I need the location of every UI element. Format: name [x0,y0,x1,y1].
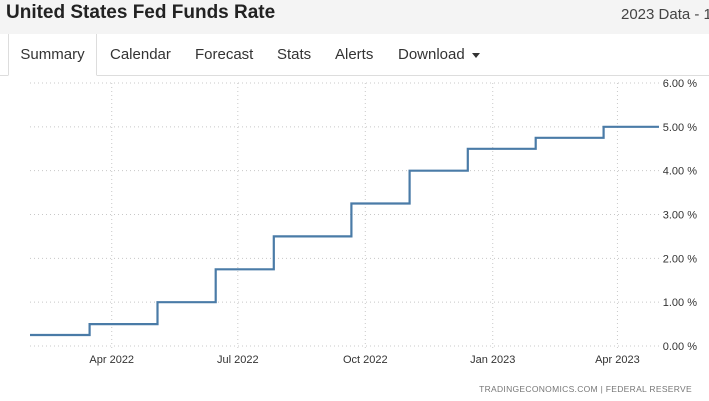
tab-stats-label: Stats [277,46,312,63]
tab-summary-label: Summary [20,46,85,63]
series-line-fed-funds-rate [30,125,659,337]
fed-funds-rate-chart: 6.00 % 5.00 % 4.00 % 3.00 % 2.00 % 1.00 % 0.00… [30,78,697,394]
tab-stats[interactable]: Stats [277,34,311,75]
tab-alerts-label: Alerts [335,46,374,63]
page-title: United States Fed Funds Rate [6,2,276,23]
x-tick-label: Apr 2023 [595,354,640,366]
tab-alerts[interactable]: Alerts [335,34,373,75]
tab-forecast[interactable]: Forecast [195,34,253,75]
chart-source: TRADINGECONOMICS.COM | FEDERAL RESERVE [479,384,692,394]
header-bar: United States Fed Funds Rate 2023 Data -… [0,0,709,34]
y-tick-label: 0.00 % [663,341,697,353]
tab-bar: Summary Calendar Forecast Stats Alerts D… [0,34,709,76]
tab-summary[interactable]: Summary [8,34,97,76]
y-tick-label: 6.00 % [663,78,697,90]
tab-calendar[interactable]: Calendar [110,34,171,75]
x-tick-label: Oct 2022 [343,354,388,366]
y-axis-labels: 6.00 % 5.00 % 4.00 % 3.00 % 2.00 % 1.00 % 0.00… [663,78,697,353]
period-label: 2023 Data - 1 [621,6,709,23]
tab-forecast-label: Forecast [195,46,254,63]
tab-download[interactable]: Download [398,34,480,75]
series-layer [30,125,659,337]
chevron-down-icon [471,52,480,58]
x-axis-labels: Apr 2022 Jul 2022 Oct 2022 Jan 2023 Apr 2023 [89,354,639,366]
y-tick-label: 3.00 % [663,210,697,222]
x-tick-label: Jul 2022 [217,354,259,366]
tab-download-label: Download [398,46,465,63]
x-tick-label: Apr 2022 [89,354,134,366]
grid-lines [30,82,659,350]
y-tick-label: 1.00 % [663,297,697,309]
y-tick-label: 5.00 % [663,122,697,134]
x-tick-label: Jan 2023 [470,354,515,366]
y-tick-label: 2.00 % [663,253,697,265]
y-tick-label: 4.00 % [663,166,697,178]
tab-calendar-label: Calendar [110,46,171,63]
